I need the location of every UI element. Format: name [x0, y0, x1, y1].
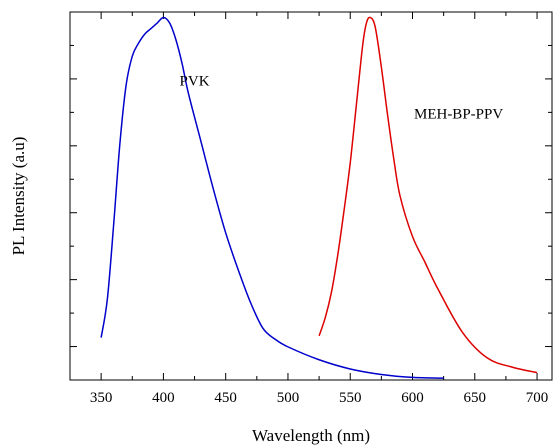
x-tick-label: 350	[90, 390, 113, 406]
x-tick-label: 650	[464, 390, 487, 406]
annotation-layer: PVK MEH-BP-PPV	[180, 74, 504, 123]
series-label: PVK	[180, 74, 210, 90]
series-layer	[100, 16, 538, 379]
x-tick-label: 400	[152, 390, 175, 406]
x-tick-label: 500	[277, 390, 300, 406]
x-tick-label: 700	[526, 390, 549, 406]
x-tick-label: 550	[339, 390, 362, 406]
y-axis-label: PL Intensity (a.u)	[9, 137, 28, 256]
series-label: MEH-BP-PPV	[414, 107, 503, 123]
x-axis-ticks: 350 400 450 500 550 600 650 700	[69, 12, 549, 406]
series-line-pvk	[100, 16, 444, 379]
series-line-meh-bp-ppv	[318, 16, 538, 374]
y-axis-ticks	[70, 11, 552, 381]
x-tick-label: 600	[401, 390, 424, 406]
plot-frame	[69, 11, 553, 381]
x-axis-label: Wavelength (nm)	[252, 426, 370, 445]
x-tick-label: 450	[214, 390, 237, 406]
